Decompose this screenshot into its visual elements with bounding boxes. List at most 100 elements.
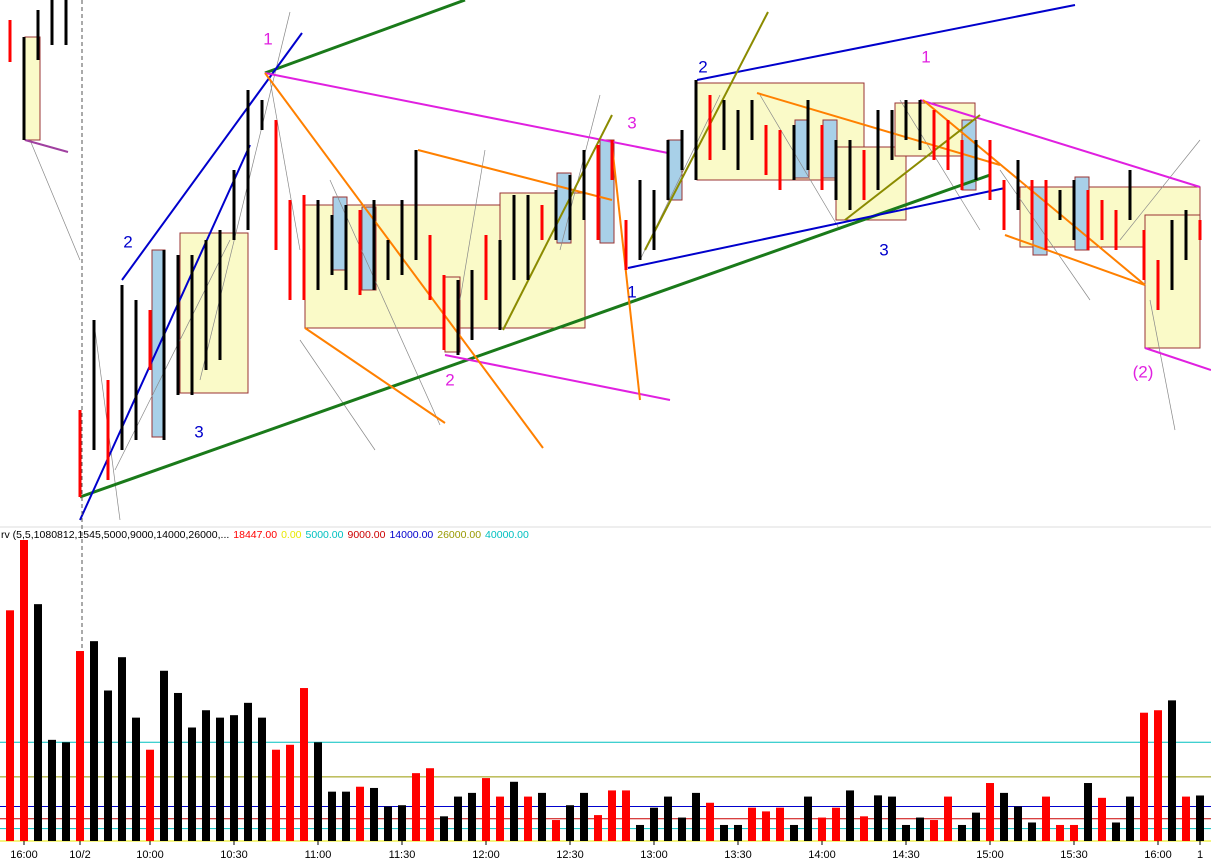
volume-bar	[720, 824, 728, 841]
volume-bar	[258, 717, 266, 841]
annotation: 3	[194, 422, 203, 441]
header-item: 40000.00	[485, 529, 529, 541]
annotation: 2	[123, 232, 132, 251]
volume-bar	[230, 715, 238, 841]
volume-bar	[104, 690, 112, 841]
annotation: 3	[879, 240, 888, 259]
volume-bar	[916, 817, 924, 841]
x-tick-label: 12:30	[556, 849, 584, 861]
volume-bar	[1098, 797, 1106, 841]
trendline	[264, 0, 466, 75]
trendline	[1144, 347, 1211, 371]
annotations: 1 2 3 2 3 1 2 1 3 (2)	[123, 29, 1153, 441]
volume-bar	[622, 790, 630, 841]
header-item: 9000.00	[347, 529, 385, 541]
volume-bar	[832, 807, 840, 841]
line	[299, 339, 376, 451]
x-tick-label: 11:30	[389, 849, 416, 861]
volume-bar	[1014, 806, 1022, 841]
volume-bar	[1168, 700, 1176, 841]
volume-bar	[202, 710, 210, 841]
volume-bar	[426, 768, 434, 841]
volume-bar	[1112, 822, 1120, 841]
volume-bar	[1042, 796, 1050, 841]
volume-bar	[510, 781, 518, 841]
annotation: 3	[627, 113, 636, 132]
volume-bar	[272, 749, 280, 841]
volume-bar	[986, 783, 994, 841]
volume-bar	[1126, 796, 1134, 841]
volume-bar	[1182, 796, 1190, 841]
header-item: 26000.00	[437, 529, 481, 541]
header-item: 5000.00	[306, 529, 344, 541]
header-item: 18447.00	[233, 529, 277, 541]
volume-bar	[146, 749, 154, 841]
volume-bar	[300, 688, 308, 841]
volume-bar	[790, 824, 798, 841]
volume-bar	[384, 806, 392, 841]
volume-bar	[524, 796, 532, 841]
indicator-header: rv (5,5,1080812,1545,5000,9000,14000,260…	[1, 529, 529, 541]
header-item: rv (5,5,1080812,1545,5000,9000,14000,260…	[1, 529, 229, 541]
x-tick-label: 13:30	[724, 849, 752, 861]
line	[559, 94, 601, 251]
x-tick-label: 16:00	[10, 849, 38, 861]
volume-bar	[1084, 783, 1092, 841]
volume-bar	[930, 820, 938, 841]
line	[114, 239, 231, 471]
x-tick-label: 14:00	[808, 849, 836, 861]
trendline	[919, 99, 1201, 188]
volume-bar	[552, 820, 560, 841]
volume-bar	[62, 742, 70, 841]
volume-bar	[902, 824, 910, 841]
x-tick-label: 11:00	[305, 849, 332, 861]
volume-bar	[188, 727, 196, 841]
volume-bar	[972, 812, 980, 841]
trendline	[79, 173, 991, 499]
volume-bar	[244, 702, 252, 841]
volume-bar	[314, 742, 322, 841]
line	[459, 149, 486, 301]
volume-bar	[132, 717, 140, 841]
thin-lines	[29, 11, 1201, 521]
volume-bar	[160, 670, 168, 841]
x-tick-label: 10/2	[69, 849, 90, 861]
line	[759, 94, 841, 231]
volume-bar	[76, 651, 84, 841]
volume-bar	[594, 815, 602, 841]
annotation: 1	[263, 29, 272, 48]
volume-bar	[580, 792, 588, 841]
volume-bar	[566, 805, 574, 841]
volume-bar	[1000, 792, 1008, 841]
volume-bar	[944, 796, 952, 841]
trendline	[417, 149, 613, 201]
volume-bar	[496, 796, 504, 841]
x-tick-label: 10:00	[136, 849, 164, 861]
volume-bar	[34, 604, 42, 841]
trendline	[304, 327, 446, 424]
volume-bar	[706, 802, 714, 841]
volume-bar	[48, 739, 56, 841]
volume-bar	[468, 792, 476, 841]
line	[329, 179, 441, 426]
volume-bar	[1154, 710, 1162, 841]
x-tick-label: 15:30	[1060, 849, 1088, 861]
annotation: (2)	[1133, 362, 1154, 381]
line	[1119, 139, 1201, 241]
volume-bar	[734, 824, 742, 841]
volume-bar	[846, 790, 854, 841]
trendline	[264, 72, 669, 154]
x-tick-label: 12:00	[472, 849, 500, 861]
trendlines	[24, 0, 1211, 521]
volume-bar	[342, 791, 350, 841]
volume-bar	[328, 791, 336, 841]
volume-bar	[664, 796, 672, 841]
volume-bar	[804, 796, 812, 841]
header-item: 14000.00	[389, 529, 433, 541]
trendline	[844, 114, 981, 221]
volume-bar	[118, 657, 126, 841]
volume-bar	[286, 744, 294, 841]
trendline	[611, 144, 641, 401]
